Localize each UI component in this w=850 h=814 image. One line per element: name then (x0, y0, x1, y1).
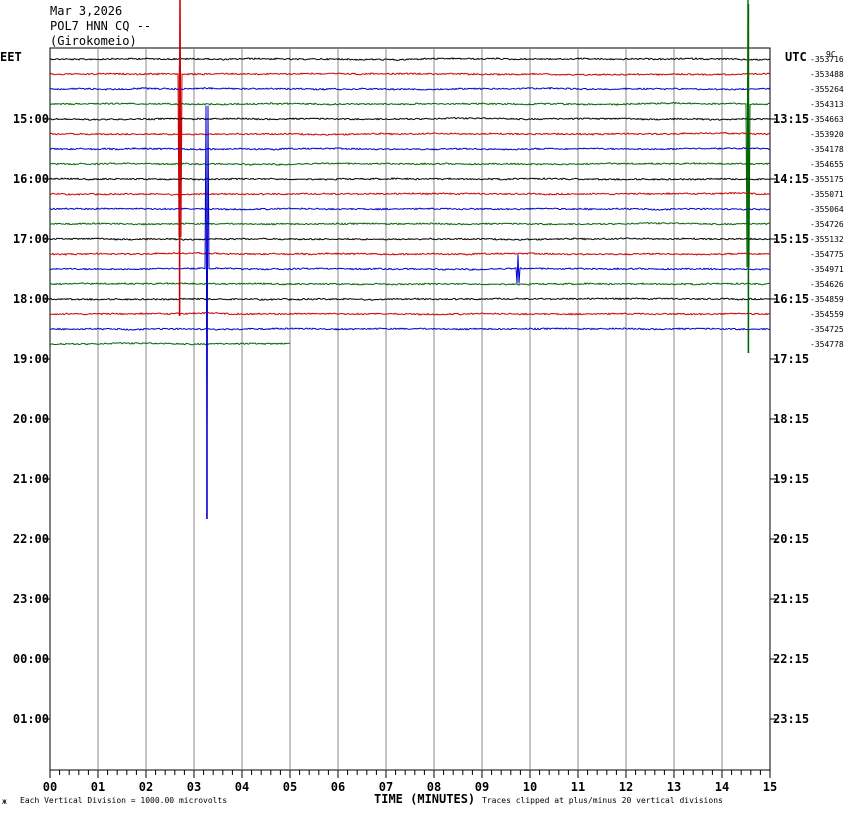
left-timezone-label: EET (0, 50, 22, 64)
right-hour-label: 13:15 (773, 112, 809, 126)
seismic-trace (49, 116, 771, 121)
footer-mark: ж (2, 797, 7, 806)
trace-offset-label: -355132 (810, 235, 844, 244)
left-hour-label: 01:00 (13, 712, 49, 726)
x-tick-label: 02 (139, 780, 153, 794)
x-tick-label: 09 (475, 780, 489, 794)
seismic-trace (49, 297, 771, 301)
left-hour-label: 19:00 (13, 352, 49, 366)
trace-offset-label: -355264 (810, 85, 844, 94)
left-hour-label: 18:00 (13, 292, 49, 306)
seismic-trace (49, 0, 770, 268)
channel-tag: 9C (826, 50, 836, 59)
right-hour-label: 18:15 (773, 412, 809, 426)
trace-offset-label: -354655 (810, 160, 844, 169)
right-hour-label: 17:15 (773, 352, 809, 366)
seismic-trace (49, 251, 771, 256)
trace-offset-label: -353488 (810, 70, 844, 79)
x-tick-label: 03 (187, 780, 201, 794)
x-tick-label: 13 (667, 780, 681, 794)
seismic-trace (49, 177, 771, 181)
right-hour-label: 20:15 (773, 532, 809, 546)
seismic-trace (49, 147, 771, 151)
left-hour-label: 17:00 (13, 232, 49, 246)
seismic-trace (49, 237, 771, 241)
x-axis-title: TIME (MINUTES) (374, 792, 476, 806)
left-hour-label: 21:00 (13, 472, 49, 486)
trace-offset-label: -354725 (810, 325, 844, 334)
left-hour-label: 22:00 (13, 532, 49, 546)
right-hour-label: 23:15 (773, 712, 809, 726)
x-tick-label: 15 (763, 780, 777, 794)
x-tick-label: 10 (523, 780, 537, 794)
record-date: Mar 3,2026 (50, 4, 123, 18)
seismic-trace (50, 327, 771, 331)
trace-offset-label: -354178 (810, 145, 844, 154)
plot-frame (49, 47, 771, 771)
x-tick-label: 07 (379, 780, 393, 794)
right-hour-label: 16:15 (773, 292, 809, 306)
right-hour-label: 22:15 (773, 652, 809, 666)
trace-offset-label: -355064 (810, 205, 844, 214)
seismic-trace (49, 162, 771, 166)
right-hour-label: 19:15 (773, 472, 809, 486)
trace-offset-label: -355071 (810, 190, 844, 199)
left-hour-label: 15:00 (13, 112, 49, 126)
x-tick-label: 04 (235, 780, 249, 794)
left-hour-label: 16:00 (13, 172, 49, 186)
seismic-trace (49, 56, 771, 61)
seismic-trace (49, 131, 771, 136)
right-hour-label: 14:15 (773, 172, 809, 186)
left-hour-label: 00:00 (13, 652, 49, 666)
right-hour-label: 21:15 (773, 592, 809, 606)
trace-offset-label: -354559 (810, 310, 844, 319)
left-hour-label: 20:00 (13, 412, 49, 426)
station-code: POL7 HNN CQ -- (50, 19, 152, 33)
seismic-trace (49, 221, 771, 226)
seismic-trace (50, 207, 771, 211)
seismic-trace (49, 341, 291, 346)
trace-offset-label: -353920 (810, 130, 844, 139)
x-tick-label: 05 (283, 780, 297, 794)
seismic-trace (49, 311, 771, 316)
x-tick-label: 06 (331, 780, 345, 794)
seismic-trace (49, 282, 770, 286)
x-tick-label: 14 (715, 780, 729, 794)
seismic-trace (49, 105, 771, 433)
x-tick-label: 00 (43, 780, 57, 794)
trace-offset-label: -355175 (810, 175, 844, 184)
seismic-trace (49, 86, 771, 91)
right-timezone-label: UTC (785, 50, 807, 64)
trace-offset-label: -354778 (810, 340, 844, 349)
seismic-trace (49, 0, 771, 238)
x-tick-label: 01 (91, 780, 105, 794)
x-tick-label: 12 (619, 780, 633, 794)
trace-offset-label: -354313 (810, 100, 844, 109)
vertical-scale-note: Each Vertical Division = 1000.00 microvo… (20, 796, 228, 805)
left-hour-label: 23:00 (13, 592, 49, 606)
trace-offset-label: -354775 (810, 250, 844, 259)
x-tick-label: 08 (427, 780, 441, 794)
x-tick-label: 11 (571, 780, 585, 794)
seismic-trace (49, 191, 771, 196)
trace-offset-label: -354726 (810, 220, 844, 229)
trace-offset-label: -354663 (810, 115, 844, 124)
clipping-note: Traces clipped at plus/minus 20 vertical… (482, 796, 723, 805)
trace-offset-label: -353716 (810, 55, 844, 64)
trace-offset-label: -354859 (810, 295, 844, 304)
trace-offset-label: -354971 (810, 265, 844, 274)
station-location: (Girokomeio) (50, 34, 137, 48)
right-hour-label: 15:15 (773, 232, 809, 246)
trace-offset-label: -354626 (810, 280, 844, 289)
